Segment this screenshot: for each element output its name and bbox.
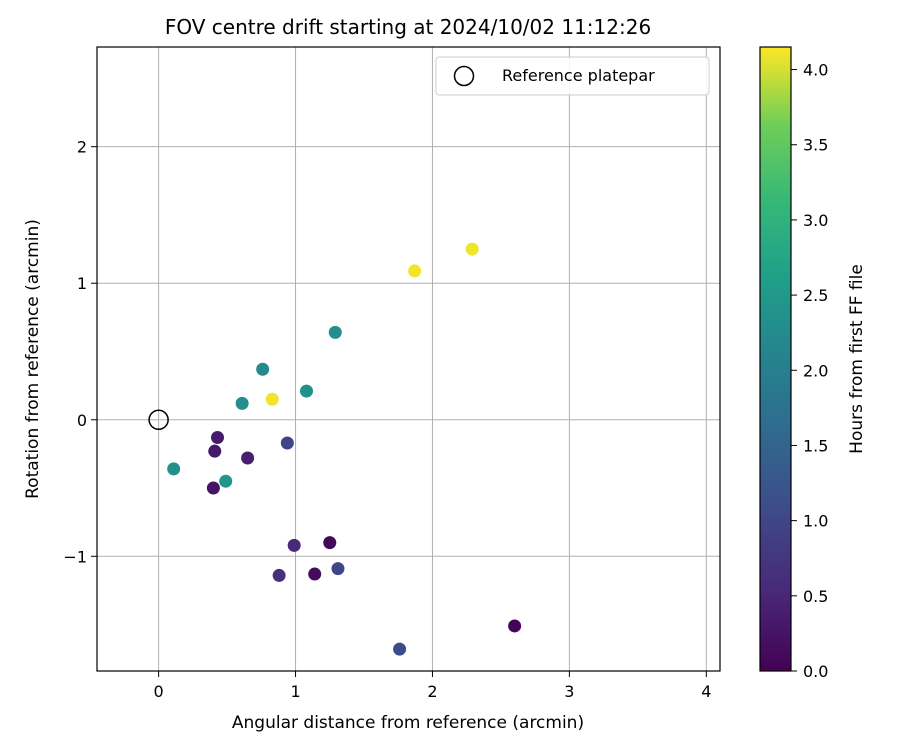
colorbar-tick-label: 3.5 xyxy=(803,136,828,155)
data-point xyxy=(235,396,249,410)
data-point xyxy=(210,431,224,445)
colorbar-tick-label: 0.0 xyxy=(803,662,828,681)
y-tick-label: 1 xyxy=(77,274,87,293)
data-point xyxy=(287,538,301,552)
colorbar-tick-label: 2.0 xyxy=(803,361,828,380)
colorbar-tick-label: 0.5 xyxy=(803,587,828,606)
data-point xyxy=(256,362,270,376)
colorbar-ticks: 0.0 0.5 1.0 1.5 2.0 2.5 3.0 3.5 4.0 xyxy=(791,61,828,681)
y-tick-label: 0 xyxy=(77,411,87,430)
colorbar-tick-label: 1.0 xyxy=(803,512,828,531)
data-point xyxy=(308,567,322,581)
legend: Reference platepar xyxy=(435,56,710,96)
x-tick-label: 3 xyxy=(564,682,574,701)
data-point xyxy=(272,568,286,582)
y-tick-label: −1 xyxy=(63,547,87,566)
data-points xyxy=(148,242,522,656)
data-point xyxy=(393,642,407,656)
data-point xyxy=(280,436,294,450)
data-point xyxy=(331,562,345,576)
colorbar-tick-label: 4.0 xyxy=(803,61,828,80)
legend-box xyxy=(435,56,710,96)
grid-lines xyxy=(97,47,720,671)
colorbar-label: Hours from first FF file xyxy=(847,264,867,454)
data-point xyxy=(465,242,479,256)
legend-marker-reference xyxy=(453,65,475,87)
data-point xyxy=(219,474,233,488)
data-point xyxy=(328,325,342,339)
plot-frame xyxy=(96,46,721,672)
data-point xyxy=(208,444,222,458)
data-point xyxy=(408,264,422,278)
data-point xyxy=(206,481,220,495)
y-tick-label: 2 xyxy=(77,138,87,157)
x-axis-label: Angular distance from reference (arcmin) xyxy=(232,713,584,733)
y-axis-ticks: −1 0 1 2 xyxy=(63,138,97,566)
x-tick-label: 2 xyxy=(427,682,437,701)
x-axis-ticks: 0 1 2 3 4 xyxy=(154,671,711,701)
reference-platepar-marker xyxy=(148,409,169,431)
x-tick-label: 1 xyxy=(290,682,300,701)
data-point xyxy=(323,536,337,550)
colorbar-tick-label: 1.5 xyxy=(803,436,828,455)
data-point xyxy=(508,619,522,633)
legend-label-reference: Reference platepar xyxy=(502,66,655,85)
colorbar: 0.0 0.5 1.0 1.5 2.0 2.5 3.0 3.5 4.0 Hours from f… xyxy=(759,46,867,681)
colorbar-tick-label: 2.5 xyxy=(803,286,828,305)
data-point xyxy=(299,384,313,398)
y-axis-label: Rotation from reference (arcmin) xyxy=(23,219,43,499)
colorbar-frame xyxy=(759,46,792,672)
colorbar-gradient xyxy=(760,47,791,671)
x-tick-label: 4 xyxy=(701,682,711,701)
x-tick-label: 0 xyxy=(154,682,164,701)
data-point xyxy=(265,392,279,406)
data-point xyxy=(241,451,255,465)
chart-title: FOV centre drift starting at 2024/10/02 … xyxy=(165,15,651,39)
data-point xyxy=(167,462,181,476)
colorbar-tick-label: 3.0 xyxy=(803,211,828,230)
